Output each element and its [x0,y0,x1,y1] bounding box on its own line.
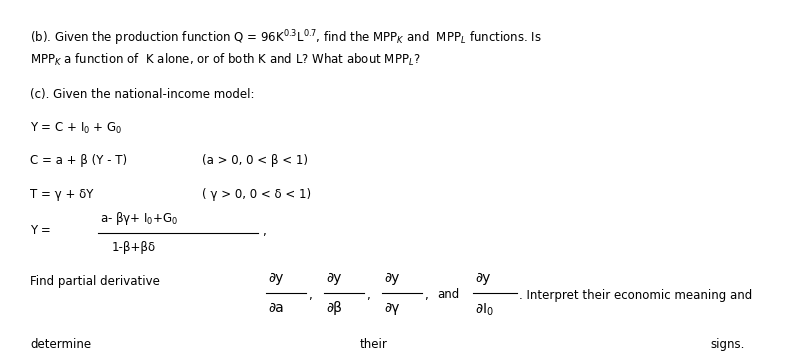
Text: ,: , [366,289,370,302]
Text: C = a + β (Y - T): C = a + β (Y - T) [30,154,127,167]
Text: a- βγ+ I$_0$+G$_0$: a- βγ+ I$_0$+G$_0$ [100,210,178,227]
Text: and: and [437,289,459,302]
Text: (c). Given the national-income model:: (c). Given the national-income model: [30,88,254,101]
Text: signs.: signs. [710,338,744,351]
Text: (a > 0, 0 < β < 1): (a > 0, 0 < β < 1) [202,154,308,167]
Text: their: their [360,338,388,351]
Text: T = γ + δY: T = γ + δY [30,188,93,201]
Text: ,: , [424,289,427,302]
Text: ∂y: ∂y [384,271,400,285]
Text: ,: , [262,224,265,237]
Text: Y = C + I$_0$ + G$_0$: Y = C + I$_0$ + G$_0$ [30,121,122,136]
Text: Find partial derivative: Find partial derivative [30,275,160,289]
Text: Y =: Y = [30,224,55,237]
Text: determine: determine [30,338,91,351]
Text: ∂γ: ∂γ [384,301,400,315]
Text: ∂a: ∂a [268,301,284,315]
Text: 1-β+βδ: 1-β+βδ [112,240,156,253]
Text: ∂I$_0$: ∂I$_0$ [475,302,494,318]
Text: ∂y: ∂y [268,271,284,285]
Text: ( γ > 0, 0 < δ < 1): ( γ > 0, 0 < δ < 1) [202,188,311,201]
Text: . Interpret their economic meaning and: . Interpret their economic meaning and [519,289,752,302]
Text: ∂y: ∂y [326,271,341,285]
Text: ∂y: ∂y [475,271,491,285]
Text: (b). Given the production function Q = 96K$^{0.3}$L$^{0.7}$, find the MPP$_K$ an: (b). Given the production function Q = 9… [30,28,542,47]
Text: ∂β: ∂β [326,301,342,315]
Text: MPP$_K$ a function of  K alone, or of both K and L? What about MPP$_L$?: MPP$_K$ a function of K alone, or of bot… [30,52,420,68]
Text: ,: , [308,289,312,302]
